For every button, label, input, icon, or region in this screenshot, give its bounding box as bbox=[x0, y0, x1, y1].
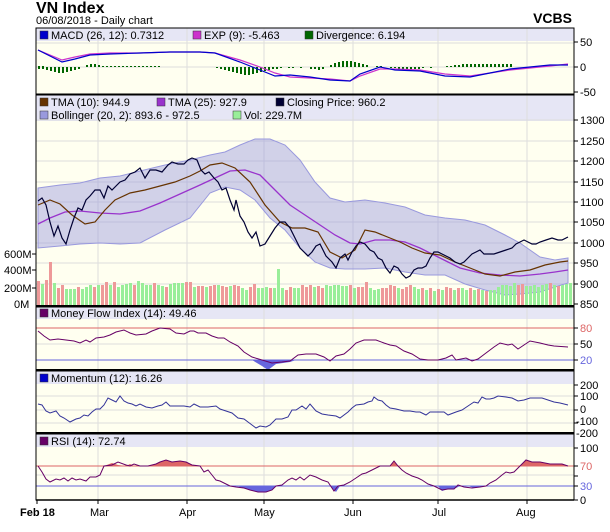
vol-tick-600m: 600M bbox=[4, 249, 32, 261]
macd-tick-neg50: -50 bbox=[580, 87, 596, 99]
rsi-tick-100: 100 bbox=[580, 443, 598, 455]
legend-tma25: TMA (25): 927.9 bbox=[168, 97, 247, 109]
divergence-swatch-icon bbox=[304, 30, 314, 40]
price-legend: TMA (10): 944.9 TMA (25): 927.9 Closing … bbox=[39, 97, 385, 122]
x-tick-feb18: Feb 18 bbox=[20, 507, 55, 519]
macd-tick-0: 0 bbox=[580, 62, 586, 74]
tma10-swatch-icon bbox=[39, 97, 49, 107]
price-tick-1150: 1150 bbox=[580, 177, 604, 189]
x-tick-aug: Aug bbox=[516, 507, 536, 519]
price-tick-1000: 1000 bbox=[580, 238, 604, 250]
macd-panel: 50 0 -50 MACD (26, 12): 0.7312 EXP (9): … bbox=[35, 27, 596, 99]
price-tick-1300: 1300 bbox=[580, 115, 604, 127]
legend-macd: MACD (26, 12): 0.7312 bbox=[51, 30, 164, 42]
price-tick-1100: 1100 bbox=[580, 197, 604, 209]
exp-swatch-icon bbox=[192, 30, 202, 40]
legend-bollinger: Bollinger (20, 2): 893.6 - 972.5 bbox=[51, 110, 200, 122]
price-tick-850: 850 bbox=[580, 299, 598, 311]
chart-title: VN Index bbox=[36, 0, 105, 17]
rsi-tick-0: 0 bbox=[580, 495, 586, 507]
legend-tma10: TMA (10): 944.9 bbox=[51, 97, 130, 109]
price-tick-1200: 1200 bbox=[580, 156, 604, 168]
x-tick-mar: Mar bbox=[90, 507, 109, 519]
price-tick-1250: 1250 bbox=[580, 136, 604, 148]
rsi-tick-70: 70 bbox=[580, 461, 592, 473]
momentum-tick-200: 200 bbox=[580, 380, 598, 392]
x-axis: Feb 18 Mar Apr May Jun Jul Aug bbox=[20, 500, 536, 519]
legend-rsi: RSI (14): 72.74 bbox=[51, 436, 126, 448]
momentum-swatch-icon bbox=[39, 373, 49, 383]
momentum-panel: 200 100 0 -100 -200 Momentum (12): 16.26 bbox=[35, 370, 598, 440]
legend-exp: EXP (9): -5.463 bbox=[204, 30, 280, 42]
mfi-tick-80: 80 bbox=[580, 323, 592, 335]
chart-subtitle: 06/08/2018 - Daily chart bbox=[36, 15, 153, 27]
tma25-swatch-icon bbox=[156, 97, 166, 107]
momentum-tick-0: 0 bbox=[580, 404, 586, 416]
brand-label: VCBS bbox=[533, 10, 572, 26]
rsi-panel: 100 70 30 0 RSI (14): 72.74 bbox=[35, 433, 598, 507]
price-tick-950: 950 bbox=[580, 258, 598, 270]
legend-vol: Vol: 229.7M bbox=[244, 110, 302, 122]
momentum-tick-100: 100 bbox=[580, 391, 598, 403]
price-tick-900: 900 bbox=[580, 279, 598, 291]
momentum-tick-neg100: -100 bbox=[576, 416, 598, 428]
vol-swatch-icon bbox=[232, 110, 242, 120]
legend-closing: Closing Price: 960.2 bbox=[287, 97, 385, 109]
closing-swatch-icon bbox=[275, 97, 285, 107]
legend-divergence: Divergence: 6.194 bbox=[316, 30, 405, 42]
legend-momentum: Momentum (12): 16.26 bbox=[51, 373, 162, 385]
x-tick-jun: Jun bbox=[344, 507, 362, 519]
momentum-tick-neg200: -200 bbox=[576, 428, 598, 440]
rsi-tick-30: 30 bbox=[580, 481, 592, 493]
volume-bars bbox=[37, 262, 572, 306]
vol-tick-0m: 0M bbox=[14, 299, 29, 311]
mfi-tick-50: 50 bbox=[580, 339, 592, 351]
vol-tick-400m: 400M bbox=[4, 265, 32, 277]
legend-mfi: Money Flow Index (14): 49.46 bbox=[51, 308, 197, 320]
mfi-swatch-icon bbox=[39, 308, 49, 318]
macd-legend: MACD (26, 12): 0.7312 EXP (9): -5.463 Di… bbox=[39, 30, 405, 42]
mfi-tick-20: 20 bbox=[580, 355, 592, 367]
mfi-panel: 80 50 20 Money Flow Index (14): 49.46 bbox=[35, 306, 592, 371]
vol-tick-200m: 200M bbox=[4, 283, 32, 295]
x-tick-jul: Jul bbox=[432, 507, 446, 519]
price-tick-1050: 1050 bbox=[580, 217, 604, 229]
rsi-swatch-icon bbox=[39, 436, 49, 446]
x-tick-apr: Apr bbox=[179, 507, 196, 519]
price-panel: 1300 1250 1200 1150 1100 1050 1000 950 9… bbox=[4, 94, 604, 311]
x-tick-may: May bbox=[254, 507, 275, 519]
bollinger-swatch-icon bbox=[39, 110, 49, 120]
macd-tick-50: 50 bbox=[580, 37, 592, 49]
macd-swatch-icon bbox=[39, 30, 49, 40]
